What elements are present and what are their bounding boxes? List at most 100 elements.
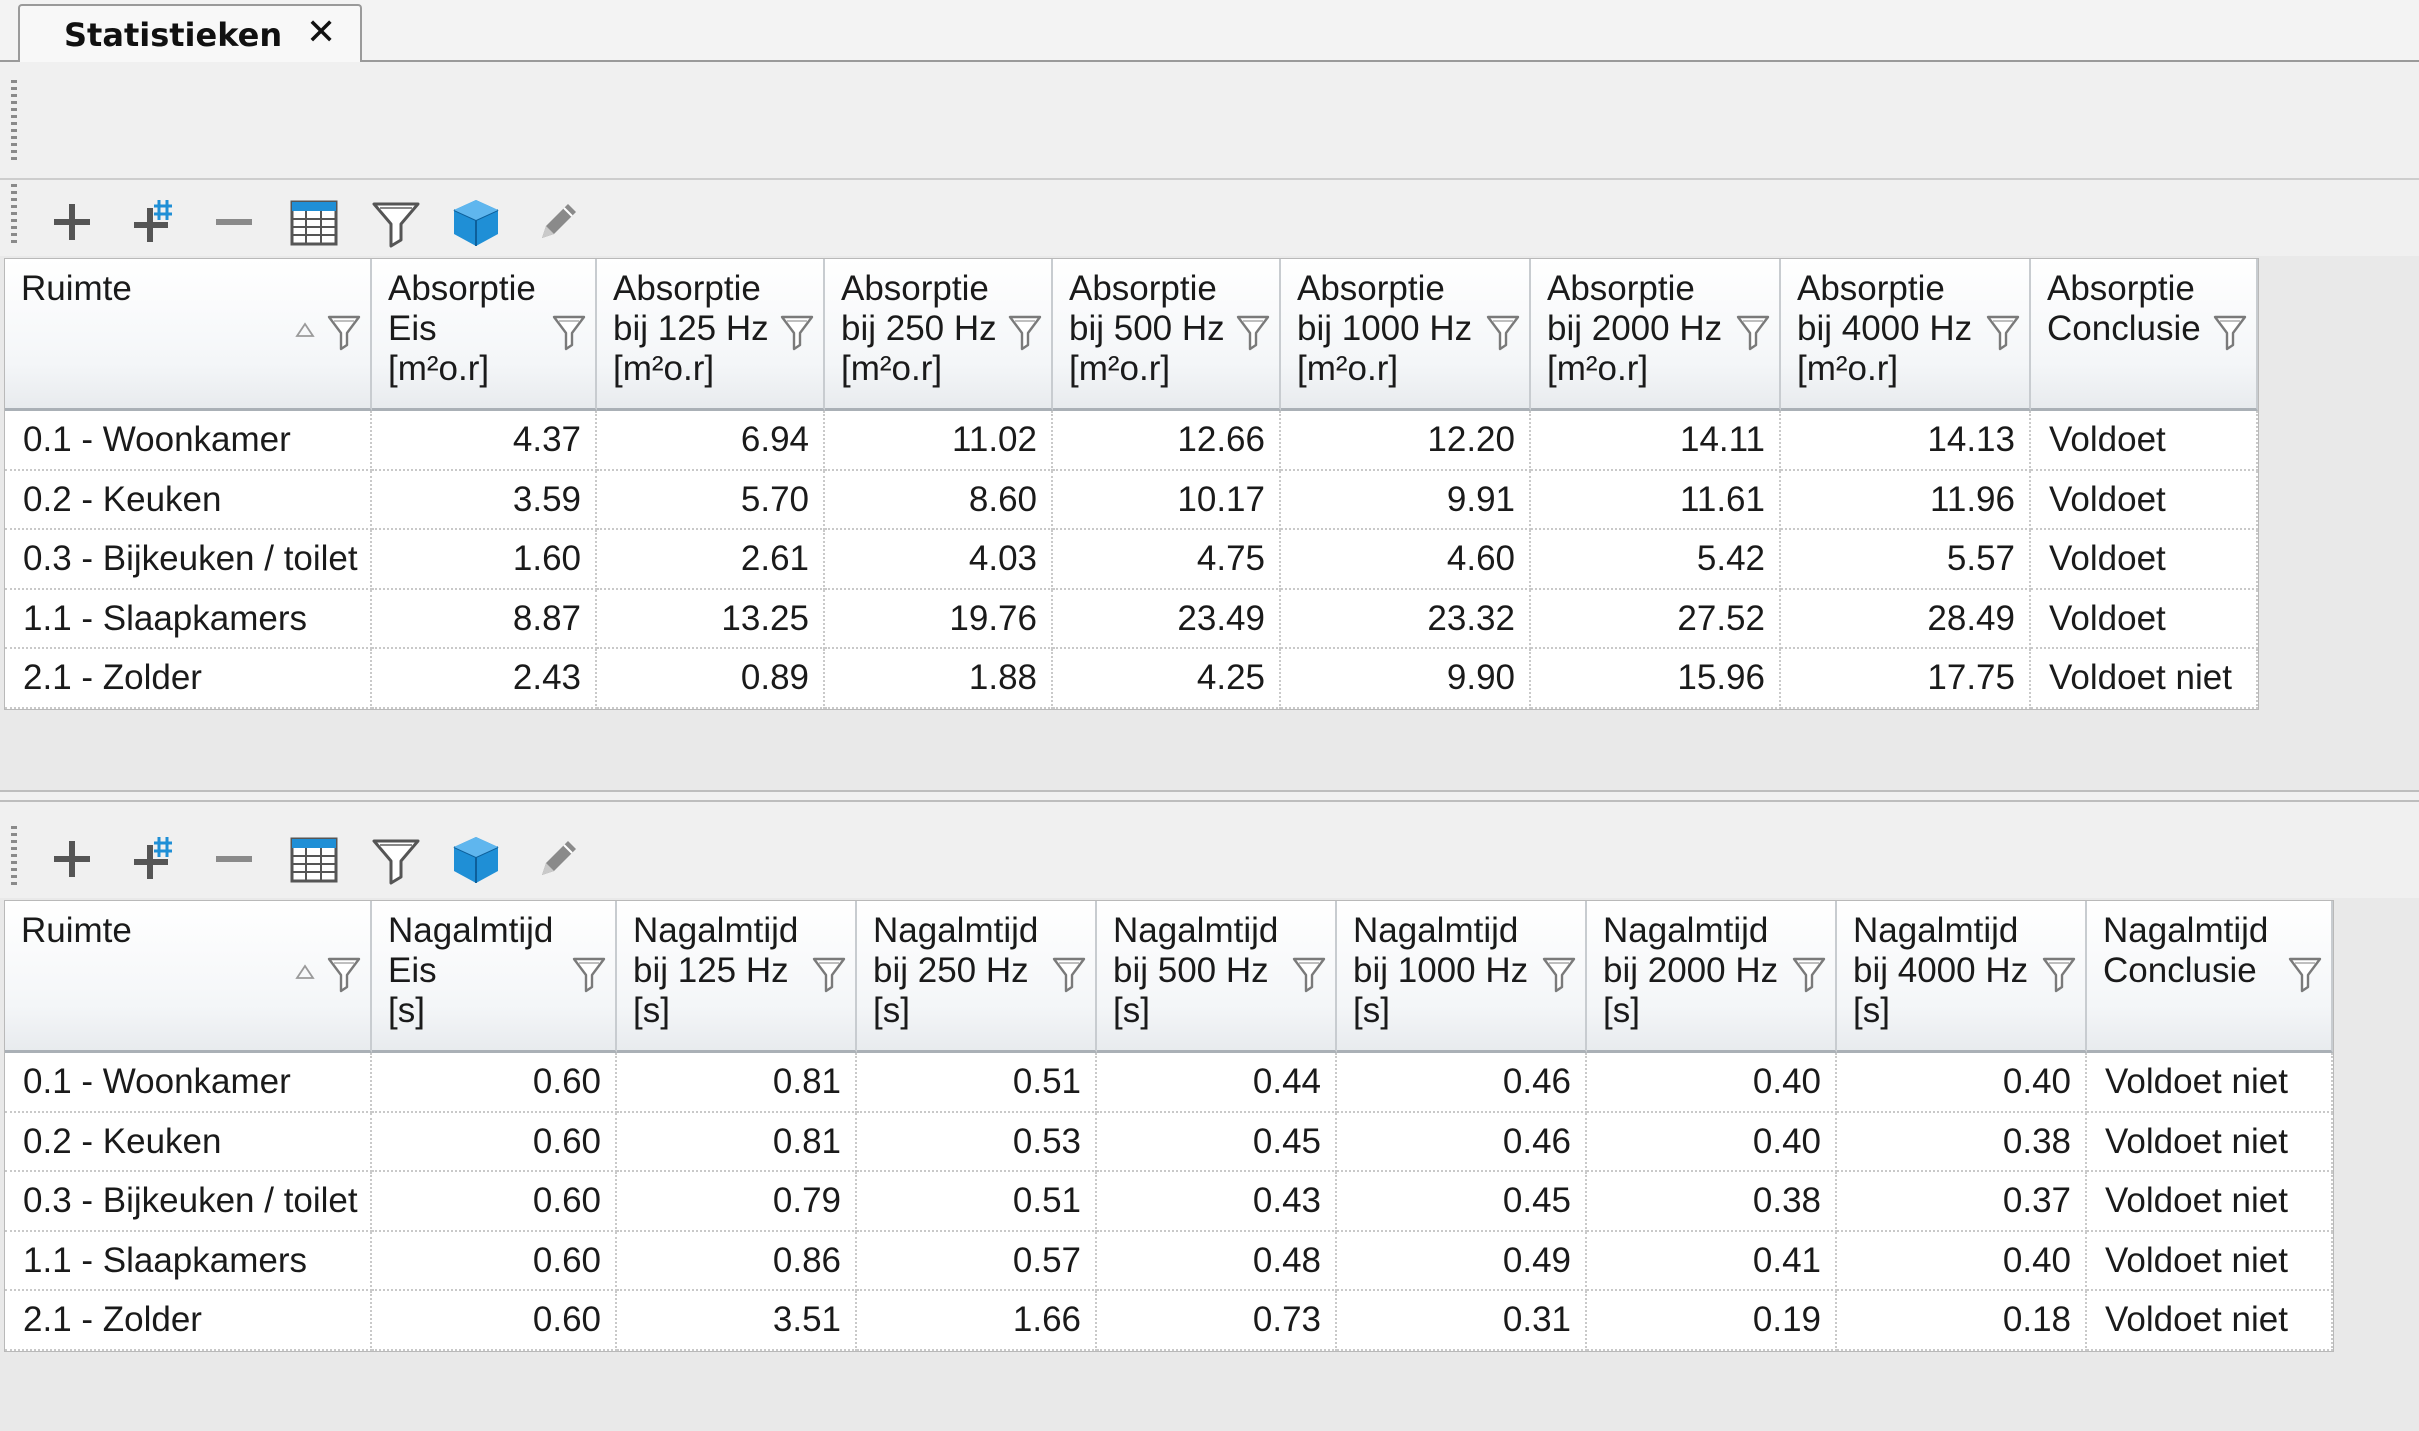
value-cell[interactable]: 0.40 — [1837, 1231, 2087, 1291]
room-name-cell[interactable]: 2.1 - Zolder — [5, 649, 372, 709]
room-name-cell[interactable]: 0.1 - Woonkamer — [5, 411, 372, 471]
table-row[interactable]: 2.1 - Zolder 2.43 0.89 1.88 4.25 9.90 15.96 17.… — [5, 649, 2258, 709]
value-cell[interactable]: 5.42 — [1531, 530, 1781, 590]
column-header[interactable]: Nagalmtijd Conclusie — [2087, 901, 2333, 1053]
value-cell[interactable]: 23.32 — [1281, 589, 1531, 649]
column-filter-icon[interactable] — [1791, 953, 1827, 993]
value-cell[interactable]: 0.60 — [372, 1172, 617, 1232]
value-cell[interactable]: 0.19 — [1587, 1291, 1837, 1351]
filter-icon[interactable] — [368, 831, 424, 887]
value-cell[interactable]: 0.48 — [1097, 1231, 1337, 1291]
column-filter-icon[interactable] — [779, 311, 815, 351]
remove-icon[interactable] — [206, 831, 262, 887]
table-layout-icon[interactable] — [286, 831, 342, 887]
table-row[interactable]: 0.2 - Keuken 0.60 0.81 0.53 0.45 0.46 0.40 0.38… — [5, 1112, 2333, 1172]
table-row[interactable]: 0.1 - Woonkamer 0.60 0.81 0.51 0.44 0.46 0.40 0… — [5, 1053, 2333, 1113]
room-name-cell[interactable]: 1.1 - Slaapkamers — [5, 1231, 372, 1291]
add-multiple-icon[interactable] — [126, 194, 182, 250]
value-cell[interactable]: 0.79 — [617, 1172, 857, 1232]
room-name-cell[interactable]: 0.2 - Keuken — [5, 1112, 372, 1172]
value-cell[interactable]: 0.38 — [1837, 1112, 2087, 1172]
column-header[interactable]: Absorptie bij 2000 Hz [m²o.r] — [1531, 259, 1781, 411]
filter-icon[interactable] — [368, 194, 424, 250]
column-header[interactable]: Nagalmtijd bij 250 Hz [s] — [857, 901, 1097, 1053]
value-cell[interactable]: 4.03 — [825, 530, 1053, 590]
column-filter-icon[interactable] — [1291, 953, 1327, 993]
value-cell[interactable]: 0.60 — [372, 1053, 617, 1113]
conclusion-cell[interactable]: Voldoet niet — [2087, 1053, 2333, 1113]
value-cell[interactable]: 5.57 — [1781, 530, 2031, 590]
conclusion-cell[interactable]: Voldoet niet — [2087, 1291, 2333, 1351]
value-cell[interactable]: 0.43 — [1097, 1172, 1337, 1232]
value-cell[interactable]: 8.87 — [372, 589, 597, 649]
column-filter-icon[interactable] — [2212, 311, 2248, 351]
column-header[interactable]: Ruimte — [5, 901, 372, 1053]
column-filter-icon[interactable] — [326, 953, 362, 993]
value-cell[interactable]: 0.51 — [857, 1172, 1097, 1232]
conclusion-cell[interactable]: Voldoet niet — [2087, 1231, 2333, 1291]
toolbar-grip[interactable] — [11, 826, 17, 886]
close-icon[interactable]: ✕ — [306, 12, 337, 53]
value-cell[interactable]: 23.49 — [1053, 589, 1281, 649]
column-header[interactable]: Absorptie bij 4000 Hz [m²o.r] — [1781, 259, 2031, 411]
table-row[interactable]: 0.3 - Bijkeuken / toilet 0.60 0.79 0.51 0.43… — [5, 1172, 2333, 1232]
column-filter-icon[interactable] — [2041, 953, 2077, 993]
value-cell[interactable]: 11.02 — [825, 411, 1053, 471]
conclusion-cell[interactable]: Voldoet niet — [2087, 1112, 2333, 1172]
room-name-cell[interactable]: 0.3 - Bijkeuken / toilet — [5, 1172, 372, 1232]
table-row[interactable]: 0.3 - Bijkeuken / toilet 1.60 2.61 4.03 4.75… — [5, 530, 2258, 590]
column-header[interactable]: Nagalmtijd Eis [s] — [372, 901, 617, 1053]
room-name-cell[interactable]: 1.1 - Slaapkamers — [5, 589, 372, 649]
column-filter-icon[interactable] — [1541, 953, 1577, 993]
value-cell[interactable]: 0.57 — [857, 1231, 1097, 1291]
value-cell[interactable]: 0.40 — [1587, 1112, 1837, 1172]
value-cell[interactable]: 4.75 — [1053, 530, 1281, 590]
value-cell[interactable]: 0.41 — [1587, 1231, 1837, 1291]
room-name-cell[interactable]: 0.1 - Woonkamer — [5, 1053, 372, 1113]
value-cell[interactable]: 5.70 — [597, 470, 825, 530]
value-cell[interactable]: 0.40 — [1837, 1053, 2087, 1113]
room-name-cell[interactable]: 0.3 - Bijkeuken / toilet — [5, 530, 372, 590]
conclusion-cell[interactable]: Voldoet niet — [2031, 649, 2258, 709]
value-cell[interactable]: 3.59 — [372, 470, 597, 530]
column-header[interactable]: Nagalmtijd bij 4000 Hz [s] — [1837, 901, 2087, 1053]
value-cell[interactable]: 0.45 — [1337, 1172, 1587, 1232]
value-cell[interactable]: 17.75 — [1781, 649, 2031, 709]
table-row[interactable]: 2.1 - Zolder 0.60 3.51 1.66 0.73 0.31 0.19 0.18… — [5, 1291, 2333, 1351]
value-cell[interactable]: 10.17 — [1053, 470, 1281, 530]
value-cell[interactable]: 0.73 — [1097, 1291, 1337, 1351]
table-row[interactable]: 1.1 - Slaapkamers 8.87 13.25 19.76 23.49 23.3… — [5, 589, 2258, 649]
value-cell[interactable]: 0.46 — [1337, 1053, 1587, 1113]
3d-cube-icon[interactable] — [448, 831, 504, 887]
value-cell[interactable]: 0.81 — [617, 1053, 857, 1113]
conclusion-cell[interactable]: Voldoet — [2031, 530, 2258, 590]
column-filter-icon[interactable] — [1051, 953, 1087, 993]
column-filter-icon[interactable] — [1235, 311, 1271, 351]
column-filter-icon[interactable] — [1985, 311, 2021, 351]
conclusion-cell[interactable]: Voldoet — [2031, 470, 2258, 530]
value-cell[interactable]: 12.20 — [1281, 411, 1531, 471]
column-filter-icon[interactable] — [326, 311, 362, 351]
value-cell[interactable]: 0.81 — [617, 1112, 857, 1172]
toolbar-grip[interactable] — [11, 184, 17, 244]
remove-icon[interactable] — [206, 194, 262, 250]
value-cell[interactable]: 4.60 — [1281, 530, 1531, 590]
value-cell[interactable]: 19.76 — [825, 589, 1053, 649]
column-header[interactable]: Absorptie bij 1000 Hz [m²o.r] — [1281, 259, 1531, 411]
value-cell[interactable]: 12.66 — [1053, 411, 1281, 471]
value-cell[interactable]: 0.49 — [1337, 1231, 1587, 1291]
toolbar-grip[interactable] — [11, 80, 17, 160]
value-cell[interactable]: 13.25 — [597, 589, 825, 649]
value-cell[interactable]: 1.60 — [372, 530, 597, 590]
edit-pencil-icon[interactable] — [530, 194, 586, 250]
value-cell[interactable]: 15.96 — [1531, 649, 1781, 709]
panel-splitter[interactable] — [0, 790, 2419, 802]
value-cell[interactable]: 9.91 — [1281, 470, 1531, 530]
value-cell[interactable]: 8.60 — [825, 470, 1053, 530]
column-header[interactable]: Nagalmtijd bij 500 Hz [s] — [1097, 901, 1337, 1053]
value-cell[interactable]: 0.89 — [597, 649, 825, 709]
value-cell[interactable]: 2.61 — [597, 530, 825, 590]
table-layout-icon[interactable] — [286, 194, 342, 250]
value-cell[interactable]: 0.60 — [372, 1231, 617, 1291]
table-row[interactable]: 1.1 - Slaapkamers 0.60 0.86 0.57 0.48 0.49 0.4… — [5, 1231, 2333, 1291]
